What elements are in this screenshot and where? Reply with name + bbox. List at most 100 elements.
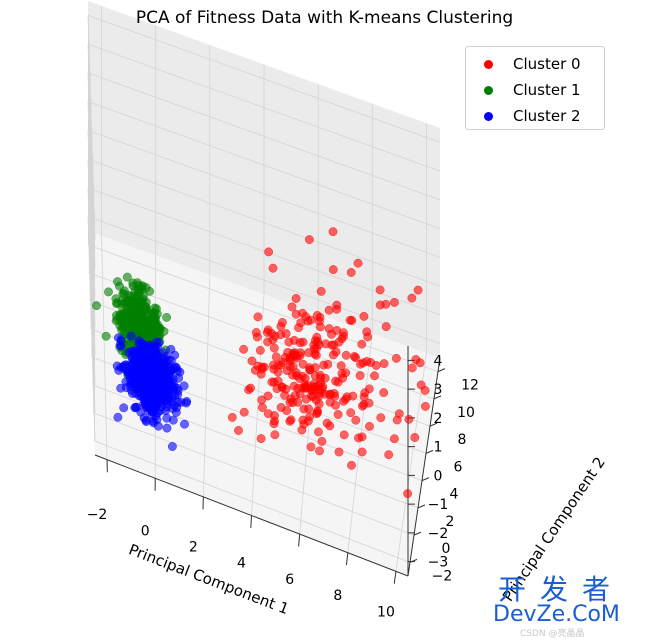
scatter-point-cluster-0 xyxy=(304,348,312,356)
scatter-point-cluster-0 xyxy=(334,410,342,418)
z-tick-label: 4 xyxy=(434,353,443,369)
scatter-point-cluster-0 xyxy=(342,351,350,359)
scatter-point-cluster-0 xyxy=(228,413,236,421)
scatter-point-cluster-0 xyxy=(314,428,322,436)
z-tick-label: −1 xyxy=(428,497,449,513)
scatter-point-cluster-2 xyxy=(147,344,155,352)
scatter-point-cluster-0 xyxy=(315,400,323,408)
x-tick-label: 8 xyxy=(333,588,342,604)
scatter-point-cluster-1 xyxy=(162,313,170,321)
scatter-point-cluster-0 xyxy=(286,417,294,425)
scatter-point-cluster-1 xyxy=(102,332,110,340)
legend-label: Cluster 0 xyxy=(513,55,581,73)
scatter-point-cluster-0 xyxy=(293,372,301,380)
scatter-point-cluster-0 xyxy=(334,378,342,386)
scatter-point-cluster-0 xyxy=(300,405,308,413)
scatter-point-cluster-1 xyxy=(118,324,126,332)
scatter-point-cluster-0 xyxy=(301,384,309,392)
scatter-point-cluster-0 xyxy=(380,388,388,396)
scatter-point-cluster-0 xyxy=(239,345,247,353)
x-tick-mark xyxy=(251,516,252,528)
scatter-point-cluster-0 xyxy=(358,340,366,348)
x-tick-mark xyxy=(346,553,347,565)
scatter-point-cluster-2 xyxy=(131,370,139,378)
scatter-point-cluster-0 xyxy=(403,489,411,497)
legend: Cluster 0 Cluster 1 Cluster 2 xyxy=(465,46,605,130)
scatter-point-cluster-0 xyxy=(377,414,385,422)
scatter-point-cluster-2 xyxy=(168,383,176,391)
scatter-point-cluster-0 xyxy=(305,235,313,243)
scatter-point-cluster-0 xyxy=(365,422,373,430)
scatter-point-cluster-0 xyxy=(263,338,271,346)
legend-item-cluster-0: Cluster 0 xyxy=(472,51,598,77)
scatter-point-cluster-0 xyxy=(296,338,304,346)
scatter-point-cluster-2 xyxy=(176,368,184,376)
scatter-point-cluster-0 xyxy=(347,409,355,417)
scatter-point-cluster-0 xyxy=(302,395,310,403)
scatter-point-cluster-1 xyxy=(92,301,100,309)
scatter-point-cluster-1 xyxy=(142,315,150,323)
scatter-point-cluster-2 xyxy=(138,341,146,349)
scatter-point-cluster-2 xyxy=(147,368,155,376)
scatter-point-cluster-0 xyxy=(256,346,264,354)
scatter-point-cluster-0 xyxy=(240,408,248,416)
scatter-point-cluster-0 xyxy=(347,268,355,276)
scatter-point-cluster-0 xyxy=(258,403,266,411)
scatter-point-cluster-0 xyxy=(270,411,278,419)
scatter-point-cluster-2 xyxy=(154,422,162,430)
scatter-point-cluster-0 xyxy=(376,286,384,294)
x-tick-label: 2 xyxy=(189,539,198,555)
scatter-point-cluster-0 xyxy=(324,360,332,368)
scatter-point-cluster-0 xyxy=(358,433,366,441)
y-tick-mark xyxy=(418,505,425,508)
scatter-point-cluster-0 xyxy=(269,264,277,272)
scatter-point-cluster-2 xyxy=(148,408,156,416)
legend-label: Cluster 2 xyxy=(513,107,581,125)
legend-label: Cluster 1 xyxy=(513,81,581,99)
scatter-point-cluster-0 xyxy=(360,312,368,320)
x-tick-label: 0 xyxy=(141,523,150,539)
scatter-point-cluster-1 xyxy=(115,282,123,290)
scatter-point-cluster-0 xyxy=(358,448,366,456)
scatter-point-cluster-0 xyxy=(317,287,325,295)
scatter-point-cluster-0 xyxy=(372,361,380,369)
scatter-point-cluster-0 xyxy=(382,300,390,308)
scatter-point-cluster-0 xyxy=(360,400,368,408)
scatter-point-cluster-0 xyxy=(329,265,337,273)
legend-item-cluster-2: Cluster 2 xyxy=(472,103,598,129)
scatter-point-cluster-0 xyxy=(305,364,313,372)
scatter-point-cluster-0 xyxy=(421,386,429,394)
scatter-point-cluster-0 xyxy=(380,359,388,367)
legend-item-cluster-1: Cluster 1 xyxy=(472,77,598,103)
scatter-point-cluster-0 xyxy=(325,324,333,332)
scatter-point-cluster-0 xyxy=(360,393,368,401)
scatter-point-cluster-2 xyxy=(169,416,177,424)
scatter-point-cluster-1 xyxy=(112,311,120,319)
scatter-point-cluster-0 xyxy=(326,422,334,430)
scatter-point-cluster-2 xyxy=(142,417,150,425)
scatter-point-cluster-2 xyxy=(114,413,122,421)
scatter-point-cluster-1 xyxy=(104,288,112,296)
scatter-point-cluster-1 xyxy=(120,309,128,317)
y-tick-label: 6 xyxy=(454,459,463,475)
scatter-point-cluster-1 xyxy=(120,290,128,298)
y-tick-label: 10 xyxy=(457,405,475,421)
x-tick-mark xyxy=(299,534,300,546)
scatter-point-cluster-2 xyxy=(131,404,139,412)
scatter-point-cluster-0 xyxy=(285,338,293,346)
scatter-point-cluster-0 xyxy=(411,433,419,441)
scatter-point-cluster-0 xyxy=(264,248,272,256)
scatter-point-cluster-0 xyxy=(304,417,312,425)
x-tick-mark xyxy=(394,571,396,583)
scatter-point-cluster-0 xyxy=(321,390,329,398)
scatter-point-cluster-0 xyxy=(347,461,355,469)
scatter-point-cluster-0 xyxy=(270,420,278,428)
scatter-point-cluster-0 xyxy=(325,306,333,314)
z-tick-label: 0 xyxy=(434,468,443,484)
legend-marker-cluster-2 xyxy=(484,112,493,121)
scatter-point-cluster-0 xyxy=(271,332,279,340)
scatter-point-cluster-0 xyxy=(329,351,337,359)
scatter-point-cluster-2 xyxy=(140,355,148,363)
scatter-point-cluster-0 xyxy=(382,322,390,330)
scatter-point-cluster-0 xyxy=(405,415,413,423)
